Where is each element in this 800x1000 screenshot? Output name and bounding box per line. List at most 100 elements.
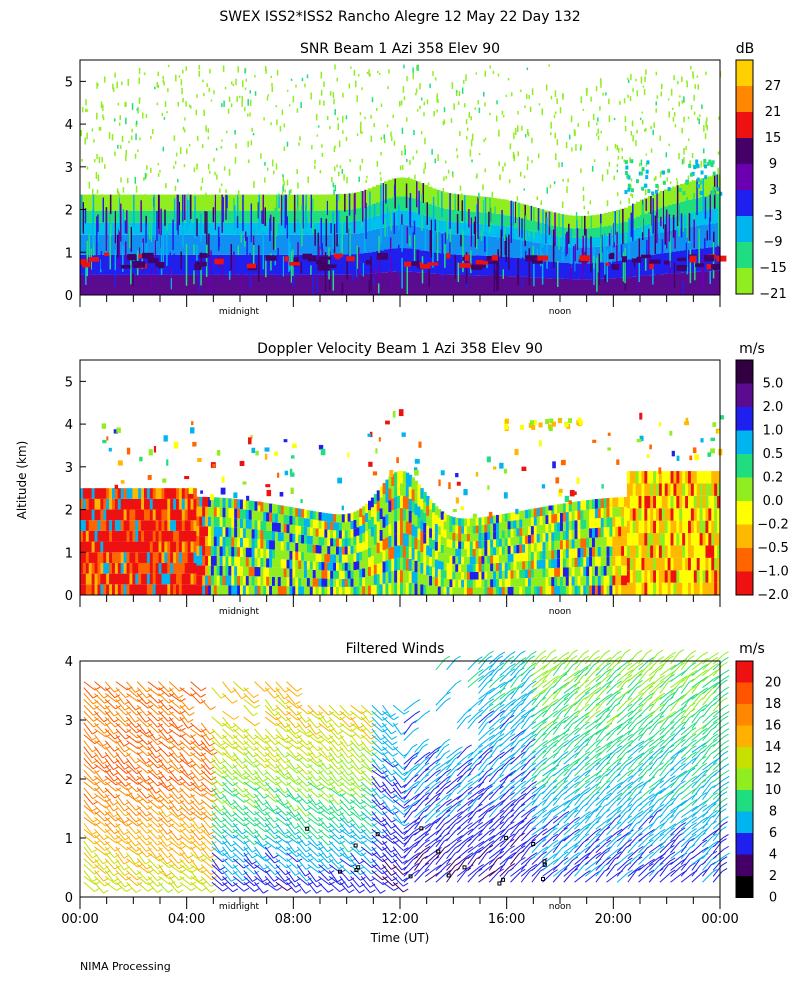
- doppler-cell: [106, 498, 110, 510]
- snr-cell: [576, 228, 581, 239]
- doppler-cell: [702, 471, 706, 484]
- doppler-cell: [269, 558, 273, 568]
- doppler-cell: [135, 562, 139, 574]
- snr-cell: [696, 248, 701, 272]
- snr-cell: [496, 198, 501, 214]
- snr-cell: [348, 83, 351, 89]
- doppler-cell: [181, 552, 186, 563]
- doppler-cell: [327, 578, 331, 587]
- snr-cell: [602, 92, 604, 96]
- snr-cell: [420, 97, 423, 101]
- wind-barb-flag: [91, 848, 98, 853]
- snr-cell: [677, 257, 687, 262]
- snr-cell: [96, 194, 101, 211]
- doppler-cell: [132, 488, 136, 499]
- doppler-cell: [458, 533, 462, 542]
- doppler-cell: [199, 536, 203, 546]
- snr-cell: [689, 255, 697, 263]
- snr-cell: [480, 264, 486, 268]
- snr-cell: [464, 195, 469, 212]
- doppler-cell: [269, 503, 273, 513]
- snr-cell: [497, 230, 499, 240]
- snr-cell: [452, 234, 457, 255]
- doppler-cell: [219, 497, 224, 508]
- doppler-cell: [516, 561, 520, 570]
- doppler-cell: [525, 518, 529, 527]
- doppler-cell: [263, 521, 267, 531]
- doppler-cell: [522, 578, 526, 587]
- snr-cell: [623, 98, 626, 104]
- colorbar-label: −0.5: [757, 541, 789, 556]
- doppler-cell: [539, 542, 544, 552]
- doppler-cell: [411, 524, 416, 537]
- doppler-cell: [411, 536, 416, 548]
- snr-cell: [660, 220, 665, 233]
- snr-cell: [635, 140, 637, 147]
- snr-cell: [366, 175, 368, 179]
- snr-cell: [364, 218, 366, 253]
- snr-cell: [413, 129, 415, 136]
- snr-cell: [245, 231, 247, 241]
- snr-cell: [85, 99, 87, 106]
- snr-cell: [512, 276, 517, 295]
- doppler-cell: [621, 506, 625, 517]
- doppler-cell: [507, 562, 512, 571]
- doppler-cell: [187, 573, 192, 585]
- snr-cell: [361, 87, 363, 91]
- snr-cell: [392, 248, 397, 272]
- snr-cell: [468, 275, 473, 295]
- doppler-cell: [301, 569, 305, 578]
- wind-barb-flag: [104, 882, 110, 887]
- doppler-cell: [225, 546, 229, 557]
- doppler-cell: [265, 484, 271, 488]
- snr-cell: [334, 109, 336, 116]
- snr-cell: [311, 144, 313, 150]
- doppler-cell: [402, 496, 407, 509]
- doppler-cell: [542, 568, 546, 578]
- snr-cell: [520, 203, 525, 219]
- doppler-cell: [222, 497, 226, 508]
- doppler-cell: [545, 550, 549, 560]
- wind-barb: [83, 775, 96, 786]
- snr-cell: [616, 233, 621, 244]
- doppler-cell: [176, 573, 180, 585]
- doppler-cell: [315, 545, 320, 554]
- snr-cell: [214, 258, 224, 265]
- doppler-cell: [514, 448, 519, 456]
- doppler-cell: [181, 573, 186, 585]
- snr-cell: [388, 212, 393, 226]
- snr-cell: [224, 222, 229, 235]
- doppler-cell: [612, 526, 616, 537]
- snr-cell: [424, 219, 427, 251]
- doppler-cell: [423, 512, 427, 523]
- doppler-cell: [359, 525, 363, 535]
- snr-cell: [348, 209, 353, 222]
- doppler-cell: [295, 516, 299, 526]
- snr-cell: [412, 72, 414, 80]
- snr-cell: [100, 254, 105, 275]
- wind-barb: [104, 710, 115, 723]
- doppler-cell: [469, 548, 474, 557]
- snr-cell: [376, 202, 381, 216]
- doppler-cell: [699, 495, 704, 509]
- snr-cell: [170, 268, 172, 279]
- doppler-cell: [501, 586, 506, 595]
- snr-cell: [575, 212, 578, 217]
- snr-cell: [554, 90, 557, 98]
- doppler-cell: [336, 546, 340, 555]
- snr-cell: [304, 83, 306, 88]
- doppler-cell: [190, 509, 194, 521]
- doppler-cell: [181, 520, 186, 531]
- snr-cell: [695, 263, 705, 268]
- snr-cell: [336, 117, 339, 121]
- doppler-cell: [199, 506, 203, 517]
- doppler-cell: [592, 508, 596, 519]
- snr-cell: [167, 64, 170, 68]
- snr-cell: [312, 234, 317, 255]
- doppler-cell: [170, 530, 174, 542]
- snr-cell: [101, 156, 103, 163]
- snr-cell: [369, 191, 371, 232]
- doppler-cell: [461, 541, 465, 550]
- colorbar-label: 27: [765, 79, 782, 94]
- doppler-cell: [146, 488, 151, 499]
